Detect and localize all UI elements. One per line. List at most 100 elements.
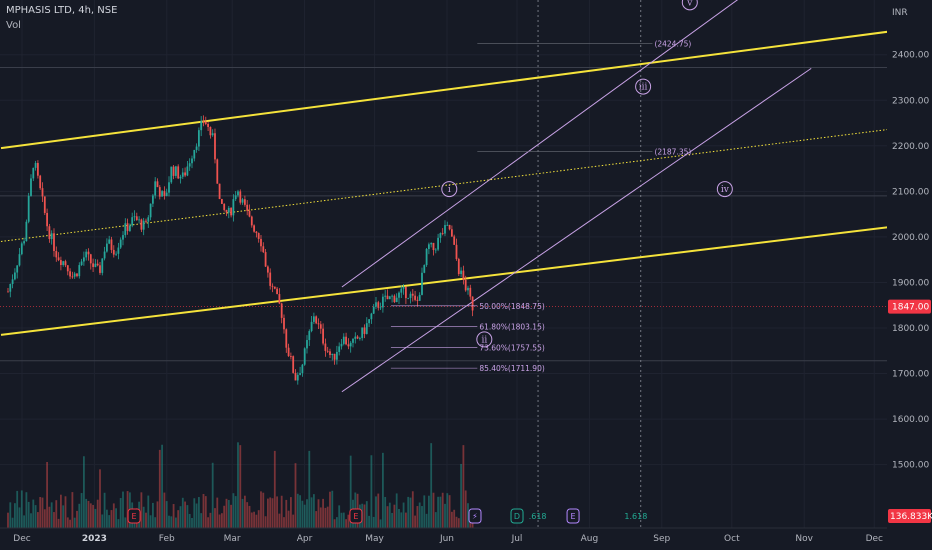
candle-body xyxy=(117,247,120,254)
volume-bar xyxy=(158,449,161,528)
candles xyxy=(7,115,474,385)
event-marker[interactable] xyxy=(349,508,363,524)
candle-body xyxy=(257,233,260,239)
volume-bar xyxy=(78,503,81,528)
volume-bar xyxy=(326,506,329,528)
candle-body xyxy=(66,265,69,272)
trend-channels[interactable] xyxy=(0,0,922,393)
volume-bar xyxy=(285,499,288,528)
event-marker[interactable] xyxy=(566,508,580,524)
x-tick-label: Mar xyxy=(224,534,241,544)
volume-bar xyxy=(423,495,426,528)
y-tick-label: 2400.00 xyxy=(892,51,929,61)
volume-bar xyxy=(103,492,106,528)
volume-bar xyxy=(64,496,67,528)
volume-bar xyxy=(73,517,76,528)
x-tick-label: Dec xyxy=(13,534,30,544)
volume-bar xyxy=(398,508,400,528)
minor-channel-lower[interactable] xyxy=(341,67,812,393)
candle-body xyxy=(345,336,347,345)
channel-mid-line[interactable] xyxy=(0,124,922,242)
candle-body xyxy=(395,297,398,303)
candle-body xyxy=(230,207,232,216)
candle-body xyxy=(329,351,331,356)
event-marker[interactable] xyxy=(127,508,141,524)
symbol-title[interactable]: MPHASIS LTD, 4h, NSE xyxy=(6,5,118,16)
candle-body xyxy=(450,229,453,237)
volume-bar xyxy=(191,517,193,528)
volume-bar xyxy=(124,517,127,528)
candle-body xyxy=(133,216,136,218)
candle-body xyxy=(338,346,341,352)
volume-bar xyxy=(209,512,212,528)
candle-body xyxy=(138,219,140,221)
channel-lower-line[interactable] xyxy=(0,222,922,336)
x-tick-label: Nov xyxy=(795,534,813,544)
volume-bar xyxy=(89,503,92,528)
volume-bar xyxy=(434,512,437,528)
volume-bar xyxy=(207,517,209,528)
candle-body xyxy=(292,356,295,373)
minor-channel-upper[interactable] xyxy=(341,0,753,288)
candle-body xyxy=(347,344,350,347)
candle-body xyxy=(319,324,322,329)
volume-bar xyxy=(425,513,428,528)
volume-bar xyxy=(218,514,221,528)
y-tick-label: 1500.00 xyxy=(892,461,929,471)
candle-body xyxy=(363,327,366,334)
volume-bar xyxy=(467,503,469,528)
wave-circle xyxy=(681,0,698,11)
candle-body xyxy=(317,323,320,325)
volume-bar xyxy=(27,501,30,528)
candle-body xyxy=(246,204,249,211)
volume-indicator-label[interactable]: Vol xyxy=(6,20,21,31)
fib-level-label: 85.40%(1711.90) xyxy=(479,364,545,373)
volume-bar xyxy=(87,500,90,528)
candle-body xyxy=(255,231,258,234)
candle-body xyxy=(119,239,122,248)
volume-bar xyxy=(246,502,249,528)
volume-bar xyxy=(375,496,377,528)
event-markers[interactable]: E E ⚡ D E .618 1.618 xyxy=(127,508,647,524)
candle-body xyxy=(59,260,62,265)
candle-body xyxy=(170,166,173,183)
candle-body xyxy=(356,336,359,339)
candle-body xyxy=(43,196,46,213)
volume-tag xyxy=(888,509,931,523)
volume-bar xyxy=(331,490,334,528)
candle-body xyxy=(409,293,412,298)
candle-body xyxy=(9,284,12,292)
event-marker[interactable] xyxy=(468,508,482,524)
volume-bar xyxy=(253,511,255,528)
candle-body xyxy=(195,146,198,150)
volume-bar xyxy=(416,506,419,528)
volume-bar xyxy=(50,502,53,528)
volume-bar xyxy=(294,463,297,528)
candle-body xyxy=(414,295,416,300)
candle-body xyxy=(18,254,21,266)
horizontal-lines xyxy=(0,66,887,362)
candle-body xyxy=(216,159,219,184)
candle-body xyxy=(271,285,274,287)
volume-bar xyxy=(161,444,163,528)
volume-bar xyxy=(69,519,71,528)
x-axis[interactable]: Dec 2023 Feb Mar Apr May Jun Jul Aug Sep Oct Nov Dec xyxy=(0,527,887,544)
volume-bar xyxy=(71,492,74,528)
channel-upper-line[interactable] xyxy=(0,26,922,150)
candle-body xyxy=(80,261,83,266)
candle-body xyxy=(303,348,306,365)
candle-body xyxy=(375,302,377,307)
candle-body xyxy=(41,188,44,197)
candle-body xyxy=(142,220,145,230)
volume-bar xyxy=(388,502,391,528)
volume-bar xyxy=(154,517,157,528)
y-axis[interactable]: INR 1500.00 1600.00 1700.00 1800.00 1900.00 20… xyxy=(887,0,932,550)
candle-body xyxy=(425,249,428,266)
candle-body xyxy=(342,336,345,344)
candle-body xyxy=(69,271,71,277)
candle-body xyxy=(34,162,37,168)
volume-bar xyxy=(363,504,366,528)
event-marker[interactable] xyxy=(510,508,524,524)
